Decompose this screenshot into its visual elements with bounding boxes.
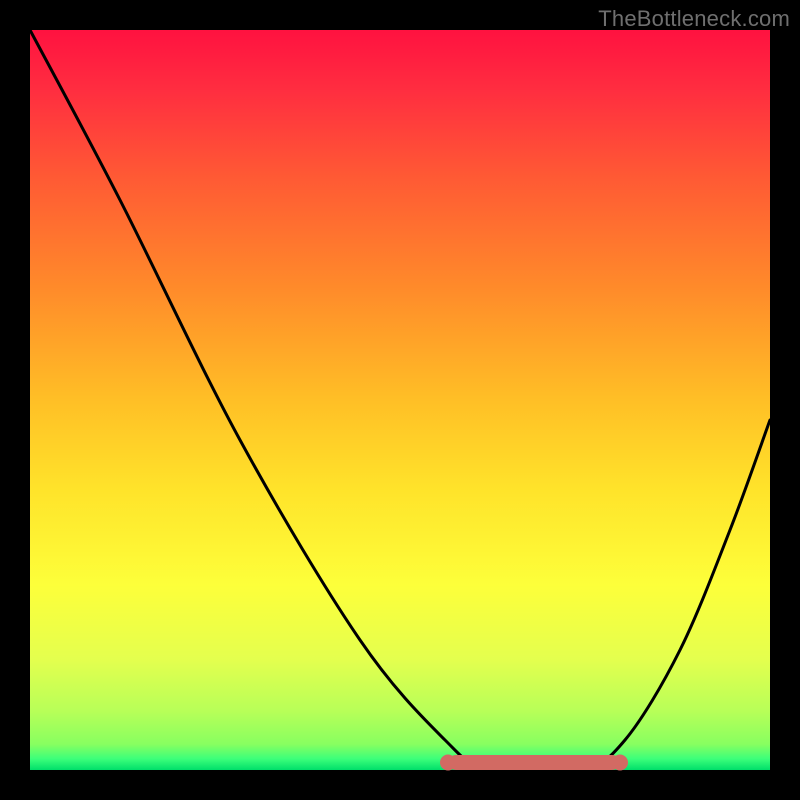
valley-highlight-right-cap	[612, 755, 628, 771]
chart-stage: TheBottleneck.com	[0, 0, 800, 800]
gradient-plot-area	[30, 30, 770, 770]
watermark-text: TheBottleneck.com	[598, 6, 790, 32]
valley-highlight-band	[448, 755, 620, 770]
valley-highlight-left-cap	[440, 755, 456, 771]
bottleneck-chart-svg	[0, 0, 800, 800]
